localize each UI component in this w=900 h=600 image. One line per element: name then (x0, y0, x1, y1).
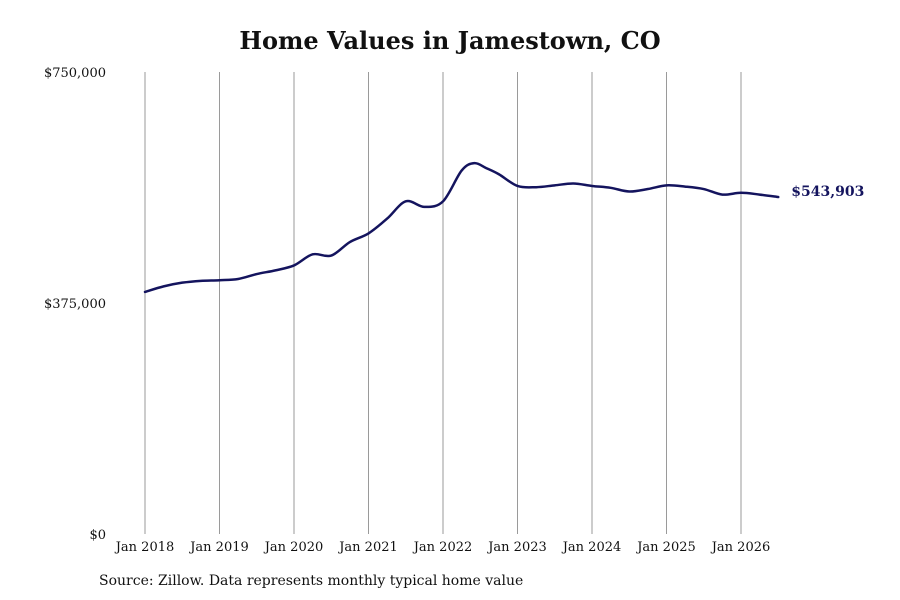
y-axis-ticks: $0 $375,000 $750,000 (44, 66, 106, 543)
y-tick-label: $0 (89, 528, 106, 543)
x-tick-label: Jan 2021 (337, 540, 398, 555)
x-tick-label: Jan 2026 (710, 540, 771, 555)
gridlines (144, 72, 742, 534)
last-value-label: $543,903 (791, 184, 864, 200)
x-tick-label: Jan 2024 (561, 540, 622, 555)
x-tick-label: Jan 2020 (263, 540, 324, 555)
home-value-line (143, 161, 780, 294)
source-note: Source: Zillow. Data represents monthly … (99, 573, 524, 589)
x-tick-label: Jan 2018 (114, 540, 175, 555)
x-axis-ticks: Jan 2018 Jan 2019 Jan 2020 Jan 2021 Jan 2022… (114, 540, 771, 555)
y-tick-label: $375,000 (44, 297, 106, 312)
y-tick-label: $750,000 (44, 66, 106, 81)
x-tick-label: Jan 2025 (635, 540, 696, 555)
x-tick-label: Jan 2022 (412, 540, 473, 555)
x-tick-label: Jan 2019 (188, 540, 249, 555)
chart-title: Home Values in Jamestown, CO (239, 26, 661, 55)
x-tick-label: Jan 2023 (486, 540, 547, 555)
